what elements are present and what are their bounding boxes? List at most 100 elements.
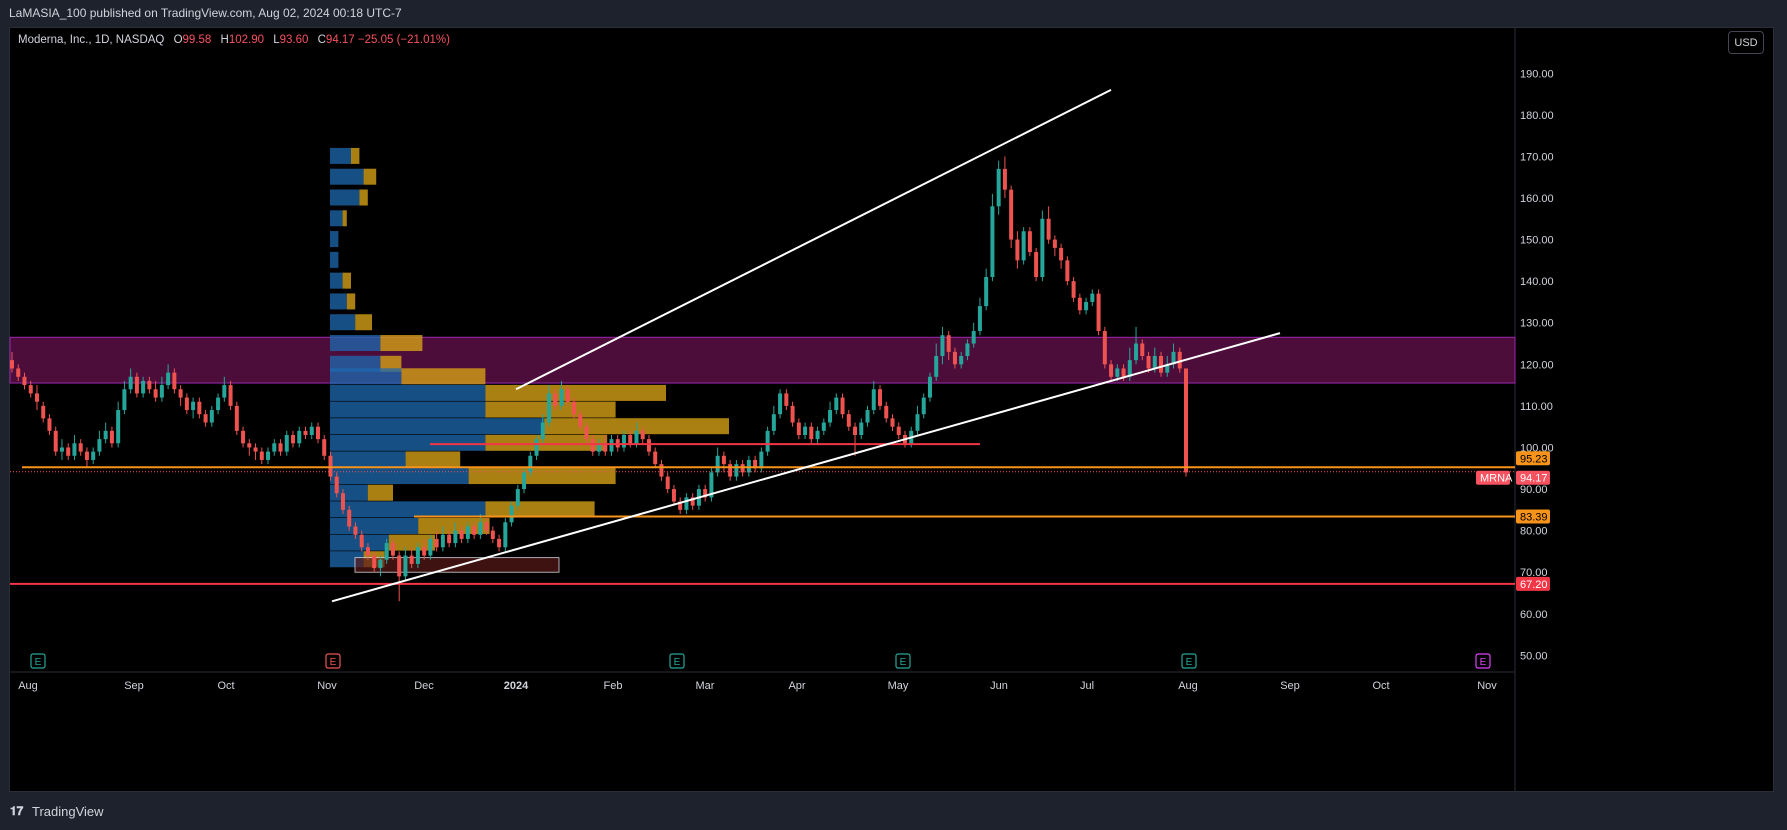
candle-body [846, 414, 851, 427]
candle-body [934, 356, 939, 377]
volume-profile-up-bar [330, 418, 545, 435]
candle-body [840, 397, 845, 415]
candle-body [328, 455, 333, 477]
volume-profile-down-bar [346, 293, 356, 310]
candle-body [721, 455, 726, 465]
candle-body [378, 559, 383, 569]
candle-body [796, 422, 801, 435]
y-tick-label: 170.00 [1520, 151, 1554, 163]
volume-profile-down-bar [401, 368, 486, 385]
candle-body [553, 393, 558, 406]
candle-body [671, 489, 676, 502]
candle-body [309, 426, 314, 435]
candle-body [428, 538, 433, 556]
candle-body [41, 405, 46, 419]
candle-body [178, 389, 183, 398]
candle-body [465, 526, 470, 539]
x-tick-label: Oct [217, 680, 234, 692]
candle-body [1077, 297, 1082, 311]
candle-body [921, 397, 926, 415]
y-tick-label: 140.00 [1520, 276, 1554, 288]
candle-body [946, 335, 951, 352]
price-label-text: 94.17 [1520, 473, 1548, 485]
candle-body [1121, 368, 1126, 377]
candle-body [403, 555, 408, 577]
low-label: L [273, 34, 280, 46]
candle-body [915, 414, 920, 431]
candle-body [559, 389, 564, 406]
candle-body [291, 435, 296, 444]
candle-body [665, 476, 670, 490]
candle-body [28, 385, 33, 394]
upper-trendline [515, 89, 1112, 391]
candle-body [266, 451, 271, 460]
candle-body [540, 422, 545, 440]
candle-body [1021, 231, 1026, 261]
candle-body [1177, 351, 1182, 369]
candle-body [1146, 356, 1151, 369]
volume-profile-down-bar [342, 210, 347, 227]
candle-body [390, 543, 395, 556]
price-label-text: 95.23 [1520, 453, 1548, 465]
candle-body [59, 447, 64, 452]
candle-body [128, 376, 133, 390]
candle-body [1184, 368, 1188, 473]
candle-body [621, 435, 626, 448]
candle-body [597, 443, 601, 452]
candle-body [828, 410, 833, 423]
earnings-marker-label: E [330, 657, 337, 668]
candle-body [1027, 231, 1032, 253]
candle-body [1165, 364, 1170, 373]
volume-profile-up-bar [330, 210, 343, 227]
candle-body [959, 356, 964, 365]
candle-body [10, 360, 14, 369]
earnings-marker-label: E [1186, 657, 1193, 668]
candle-body [216, 397, 221, 411]
candle-body [22, 376, 27, 386]
candle-body [409, 555, 414, 564]
candle-body [1109, 364, 1114, 377]
candle-body [859, 422, 864, 435]
candle-body [1034, 252, 1039, 277]
candle-body [1171, 351, 1176, 365]
candle-body [1115, 368, 1120, 377]
chart-area[interactable] [9, 27, 1774, 792]
candle-body [1140, 343, 1145, 356]
candle-body [372, 555, 377, 569]
volume-profile-up-bar [330, 501, 486, 518]
earnings-marker-label: E [35, 657, 42, 668]
brand-name: TradingView [32, 804, 104, 819]
candle-body [603, 443, 608, 452]
footer: 𝟏𝟕 TradingView [0, 796, 1787, 830]
currency-button[interactable]: USD [1728, 31, 1764, 54]
candle-body [1059, 247, 1064, 261]
candle-body [965, 343, 970, 356]
candle-body [97, 439, 102, 452]
change-value: −25.05 (−21.01%) [357, 34, 450, 46]
candle-body [578, 414, 583, 427]
instrument-label: Moderna, Inc., 1D, NASDAQ [18, 34, 165, 46]
candle-body [1015, 239, 1020, 261]
candle-body [365, 547, 370, 556]
candle-body [890, 418, 895, 427]
candle-body [821, 422, 826, 431]
candle-body [447, 534, 452, 544]
candle-body [147, 380, 152, 390]
candle-body [572, 401, 577, 415]
candle-body [971, 331, 976, 344]
candle-body [234, 405, 239, 431]
candle-body [690, 497, 695, 506]
volume-profile-down-bar [351, 147, 360, 164]
high-label: H [220, 34, 229, 46]
y-tick-label: 80.00 [1520, 526, 1548, 538]
volume-profile-down-bar [380, 335, 423, 352]
candle-body [415, 547, 420, 564]
candle-body [940, 335, 945, 356]
candle-body [709, 472, 714, 498]
x-tick-label: Aug [1178, 680, 1198, 692]
candle-body [952, 351, 957, 365]
candle-body [759, 451, 764, 469]
candle-body [1052, 239, 1057, 248]
candle-body [434, 538, 439, 548]
